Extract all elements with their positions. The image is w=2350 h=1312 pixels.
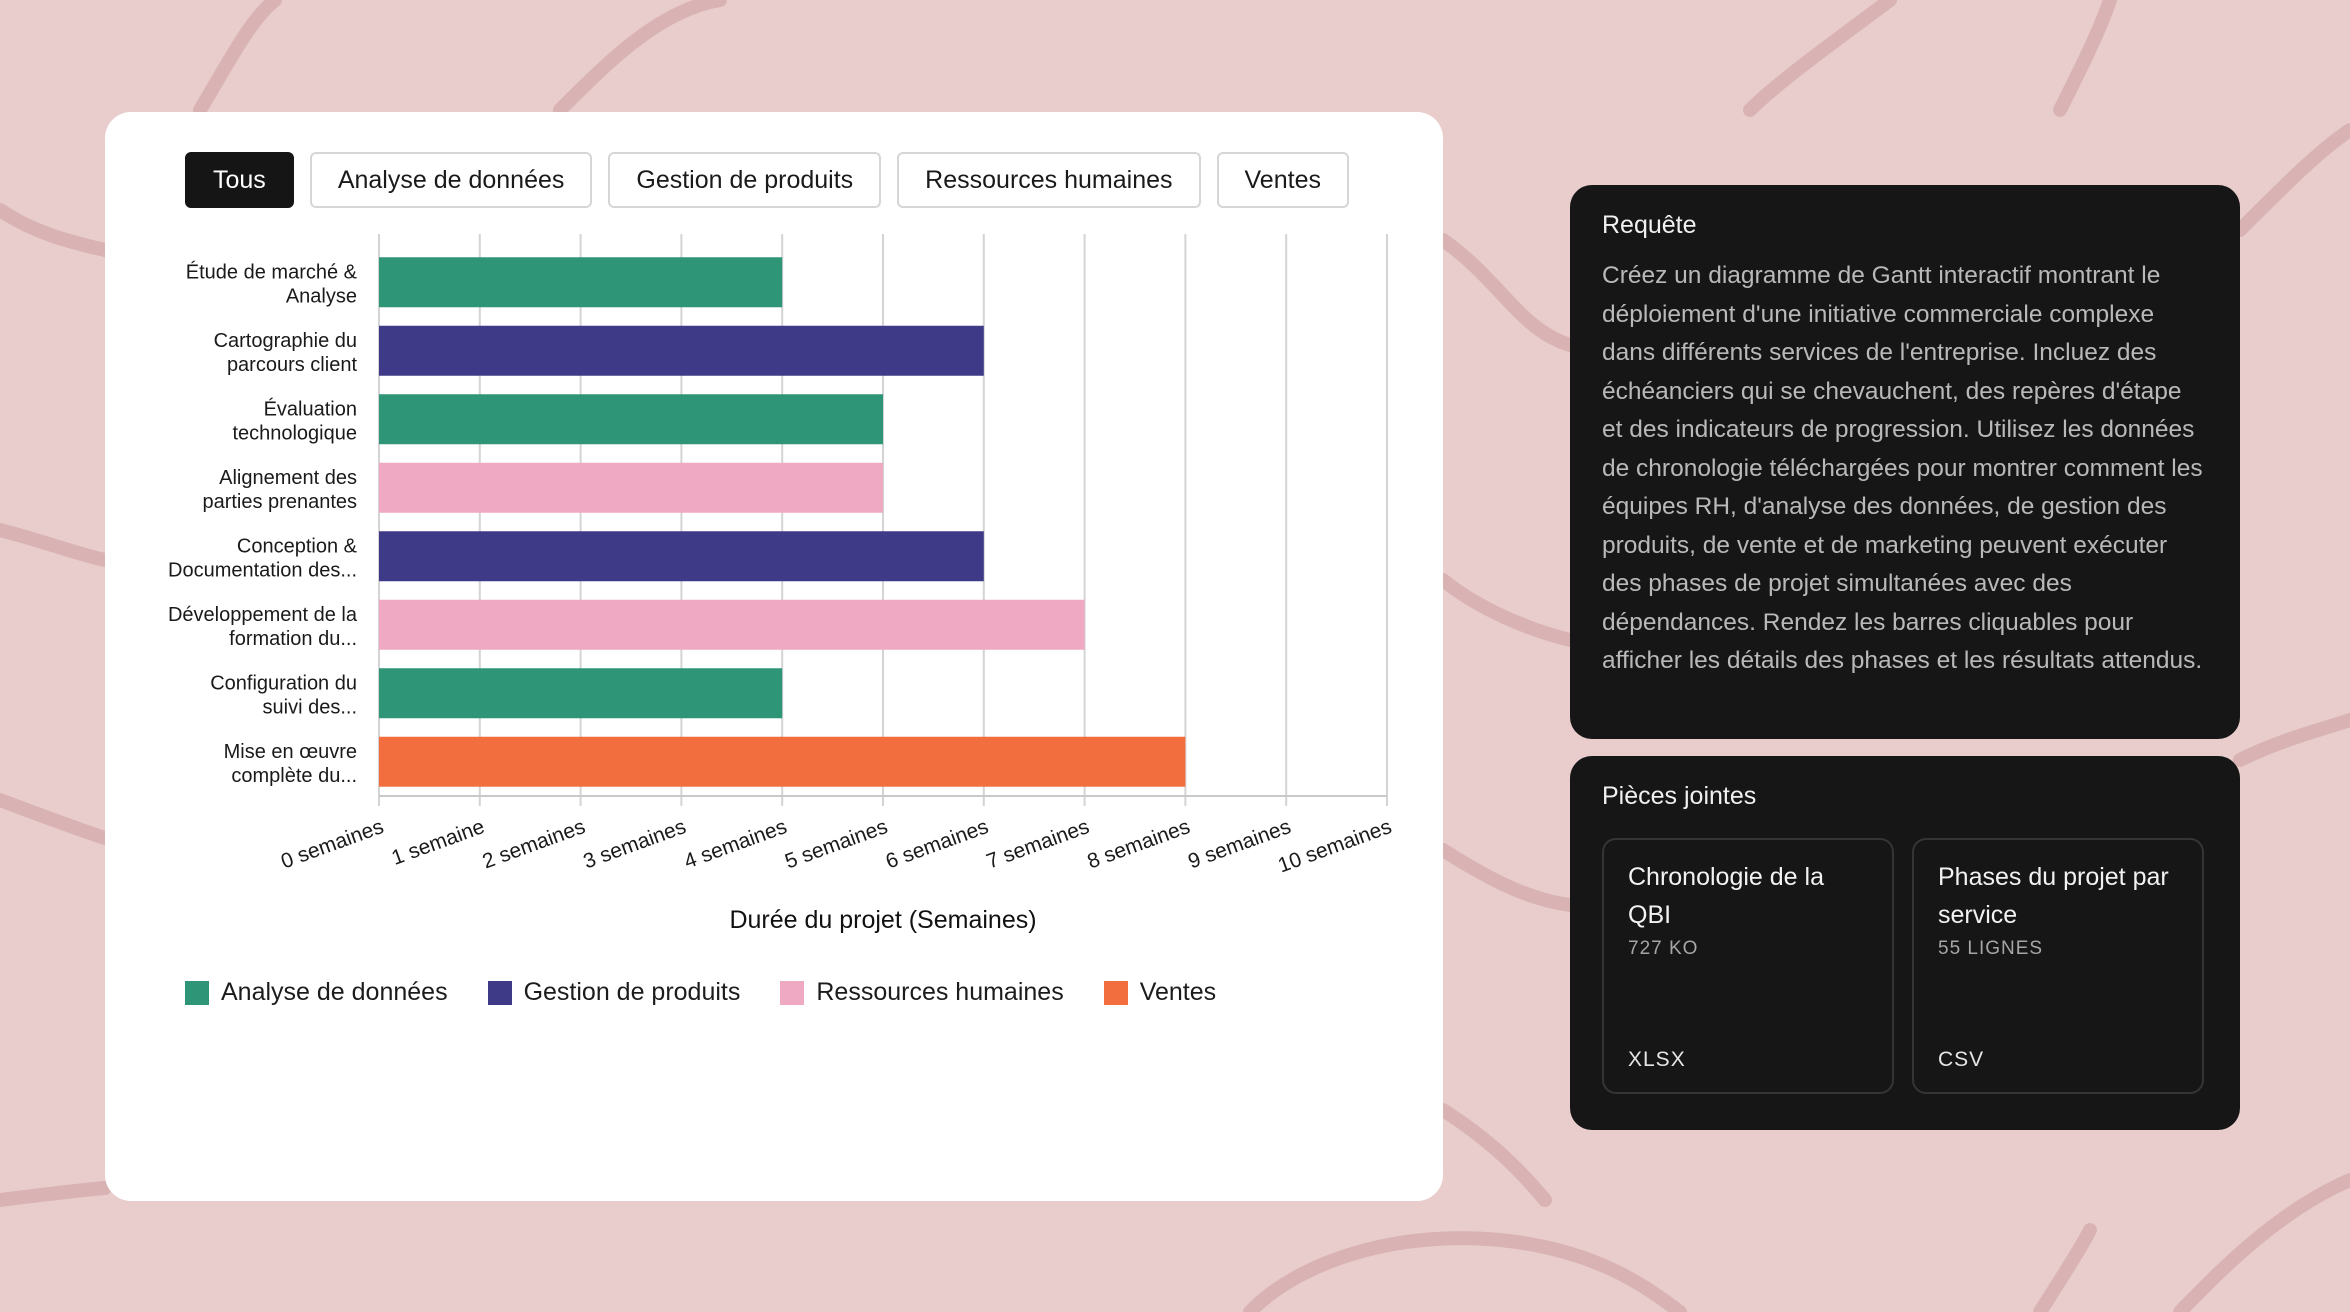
chart-bars	[379, 257, 1186, 787]
gantt-bar[interactable]	[379, 736, 1186, 787]
legend-label: Gestion de produits	[523, 978, 741, 1006]
y-tick-label: Configuration du suivi des...	[210, 672, 357, 718]
x-tick-label: 3 semaines	[580, 815, 689, 873]
y-tick-label: Mise en œuvre complète du...	[224, 741, 357, 787]
x-axis-title: Durée du projet (Semaines)	[729, 906, 1036, 934]
y-tick-label: Cartographie du parcours client	[214, 330, 358, 376]
gantt-bar[interactable]	[379, 394, 883, 445]
chart-y-labels: Étude de marché & Analyse Cartographie du p…	[168, 260, 358, 787]
x-tick-label: 1 semaine	[389, 815, 488, 870]
filter-data-analysis-button[interactable]: Analyse de données	[309, 152, 593, 208]
attachment-type: XLSX	[1628, 1048, 1686, 1071]
gantt-bar[interactable]	[379, 325, 984, 376]
y-tick-label: Alignement des parties prenantes	[202, 467, 357, 513]
query-text: Créez un diagramme de Gantt interactif m…	[1602, 262, 2203, 674]
x-tick-label: 7 semaines	[984, 815, 1093, 873]
query-title: Requête	[1602, 211, 1697, 239]
legend-swatch	[185, 980, 209, 1005]
filter-all-button[interactable]: Tous	[185, 152, 294, 208]
chart-card: Étude de marché & Analyse Cartographie du p…	[105, 112, 1443, 1201]
legend-label: Ventes	[1139, 978, 1217, 1006]
x-tick-label: 2 semaines	[480, 815, 589, 873]
x-tick-label: 8 semaines	[1084, 815, 1193, 873]
gantt-bar[interactable]	[379, 599, 1085, 650]
x-tick-label: 5 semaines	[782, 815, 891, 873]
x-tick-label: 0 semaines	[278, 815, 387, 873]
y-tick-label: Conception & Documentation des...	[168, 535, 358, 581]
attachments-title: Pièces jointes	[1602, 782, 1757, 810]
legend-item-sales[interactable]: Ventes	[1103, 978, 1217, 1007]
x-tick-label: 6 semaines	[883, 815, 992, 873]
filter-product-management-button[interactable]: Gestion de produits	[608, 152, 882, 208]
attachment-name: Chronologie de la QBI	[1628, 863, 1824, 929]
y-tick-label: Développement de la formation du...	[168, 604, 358, 650]
y-tick-label: Étude de marché & Analyse	[186, 260, 358, 307]
attachment-size: 727 KO	[1628, 938, 1699, 959]
x-tick-label: 4 semaines	[681, 815, 790, 873]
legend-swatch	[780, 980, 805, 1005]
attachment-card-csv[interactable]: Phases du projet par service 55 LIGNES C…	[1912, 838, 2204, 1094]
chart-legend: Analyse de données Gestion de produits R…	[185, 978, 1216, 1007]
legend-item-data-analysis[interactable]: Analyse de données	[185, 978, 448, 1007]
legend-label: Ressources humaines	[816, 978, 1064, 1006]
legend-item-hr[interactable]: Ressources humaines	[780, 978, 1064, 1007]
legend-swatch	[487, 980, 512, 1005]
attachment-card-xlsx[interactable]: Chronologie de la QBI 727 KO XLSX	[1602, 838, 1894, 1094]
chart-gridlines	[378, 234, 1388, 806]
x-tick-label: 10 semaines	[1275, 815, 1395, 877]
legend-label: Analyse de données	[221, 978, 448, 1006]
gantt-bar[interactable]	[379, 462, 883, 513]
filter-bar: Tous Analyse de données Gestion de produ…	[185, 152, 1349, 208]
attachments-panel: Pièces jointes Chronologie de la QBI 727…	[1570, 756, 2240, 1130]
filter-hr-button[interactable]: Ressources humaines	[897, 152, 1201, 208]
gantt-bar[interactable]	[379, 257, 783, 308]
gantt-bar[interactable]	[379, 531, 984, 582]
legend-item-product-management[interactable]: Gestion de produits	[487, 978, 741, 1007]
legend-swatch	[1103, 980, 1128, 1005]
attachment-size: 55 LIGNES	[1938, 938, 2044, 959]
gantt-chart: Étude de marché & Analyse Cartographie du p…	[168, 234, 1395, 934]
query-panel: Requête Créez un diagramme de Gantt inte…	[1570, 185, 2240, 739]
filter-sales-button[interactable]: Ventes	[1216, 152, 1349, 208]
y-tick-label: Évaluation technologique	[232, 397, 357, 444]
attachment-type: CSV	[1938, 1048, 1985, 1071]
attachment-name: Phases du projet par service	[1938, 863, 2169, 929]
gantt-bar[interactable]	[379, 668, 783, 719]
